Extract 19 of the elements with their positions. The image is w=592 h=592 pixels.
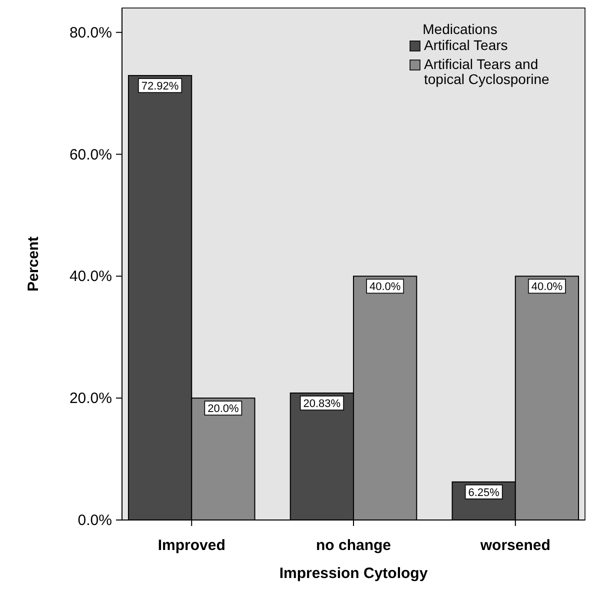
x-axis-title: Impression Cytology (279, 565, 428, 582)
x-tick-label: no change (316, 537, 392, 554)
data-label: 40.0% (531, 281, 563, 294)
data-label: 6.25% (468, 486, 500, 499)
legend-label: Artifical Tears (424, 37, 508, 53)
y-tick-label: 60.0% (69, 146, 112, 164)
y-tick-label: 0.0% (78, 512, 112, 529)
y-tick-label: 80.0% (69, 24, 112, 42)
y-tick-label: 20.0% (69, 390, 112, 408)
y-axis-title: Percent (25, 236, 42, 292)
data-label: 20.0% (208, 403, 239, 416)
legend-title: Medications (422, 21, 498, 37)
y-tick-label: 40.0% (69, 268, 112, 286)
x-tick-label: Improved (158, 537, 226, 554)
legend-label: Artificial Tears and topical Cyclosporine (424, 56, 550, 87)
data-label: 20.83% (303, 398, 341, 410)
data-label: 40.0% (369, 281, 401, 294)
data-label: 72.92% (141, 80, 179, 93)
x-tick-label: worsened (479, 537, 550, 554)
